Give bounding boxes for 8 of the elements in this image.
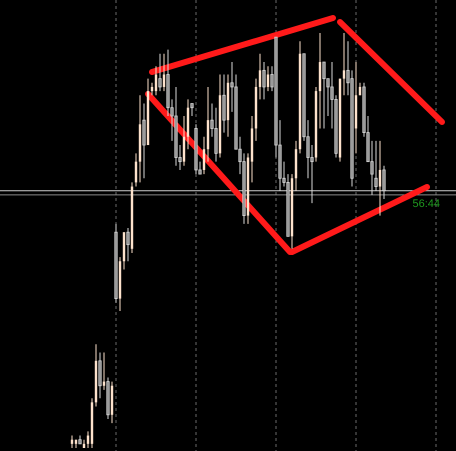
- candlestick: [102, 352, 106, 390]
- candlestick: [262, 62, 266, 100]
- candlestick: [126, 228, 130, 262]
- candlestick: [70, 435, 74, 448]
- candlestick: [158, 53, 162, 92]
- candlestick: [322, 62, 326, 129]
- text: 56:44: [412, 198, 440, 210]
- candlestick: [190, 103, 194, 116]
